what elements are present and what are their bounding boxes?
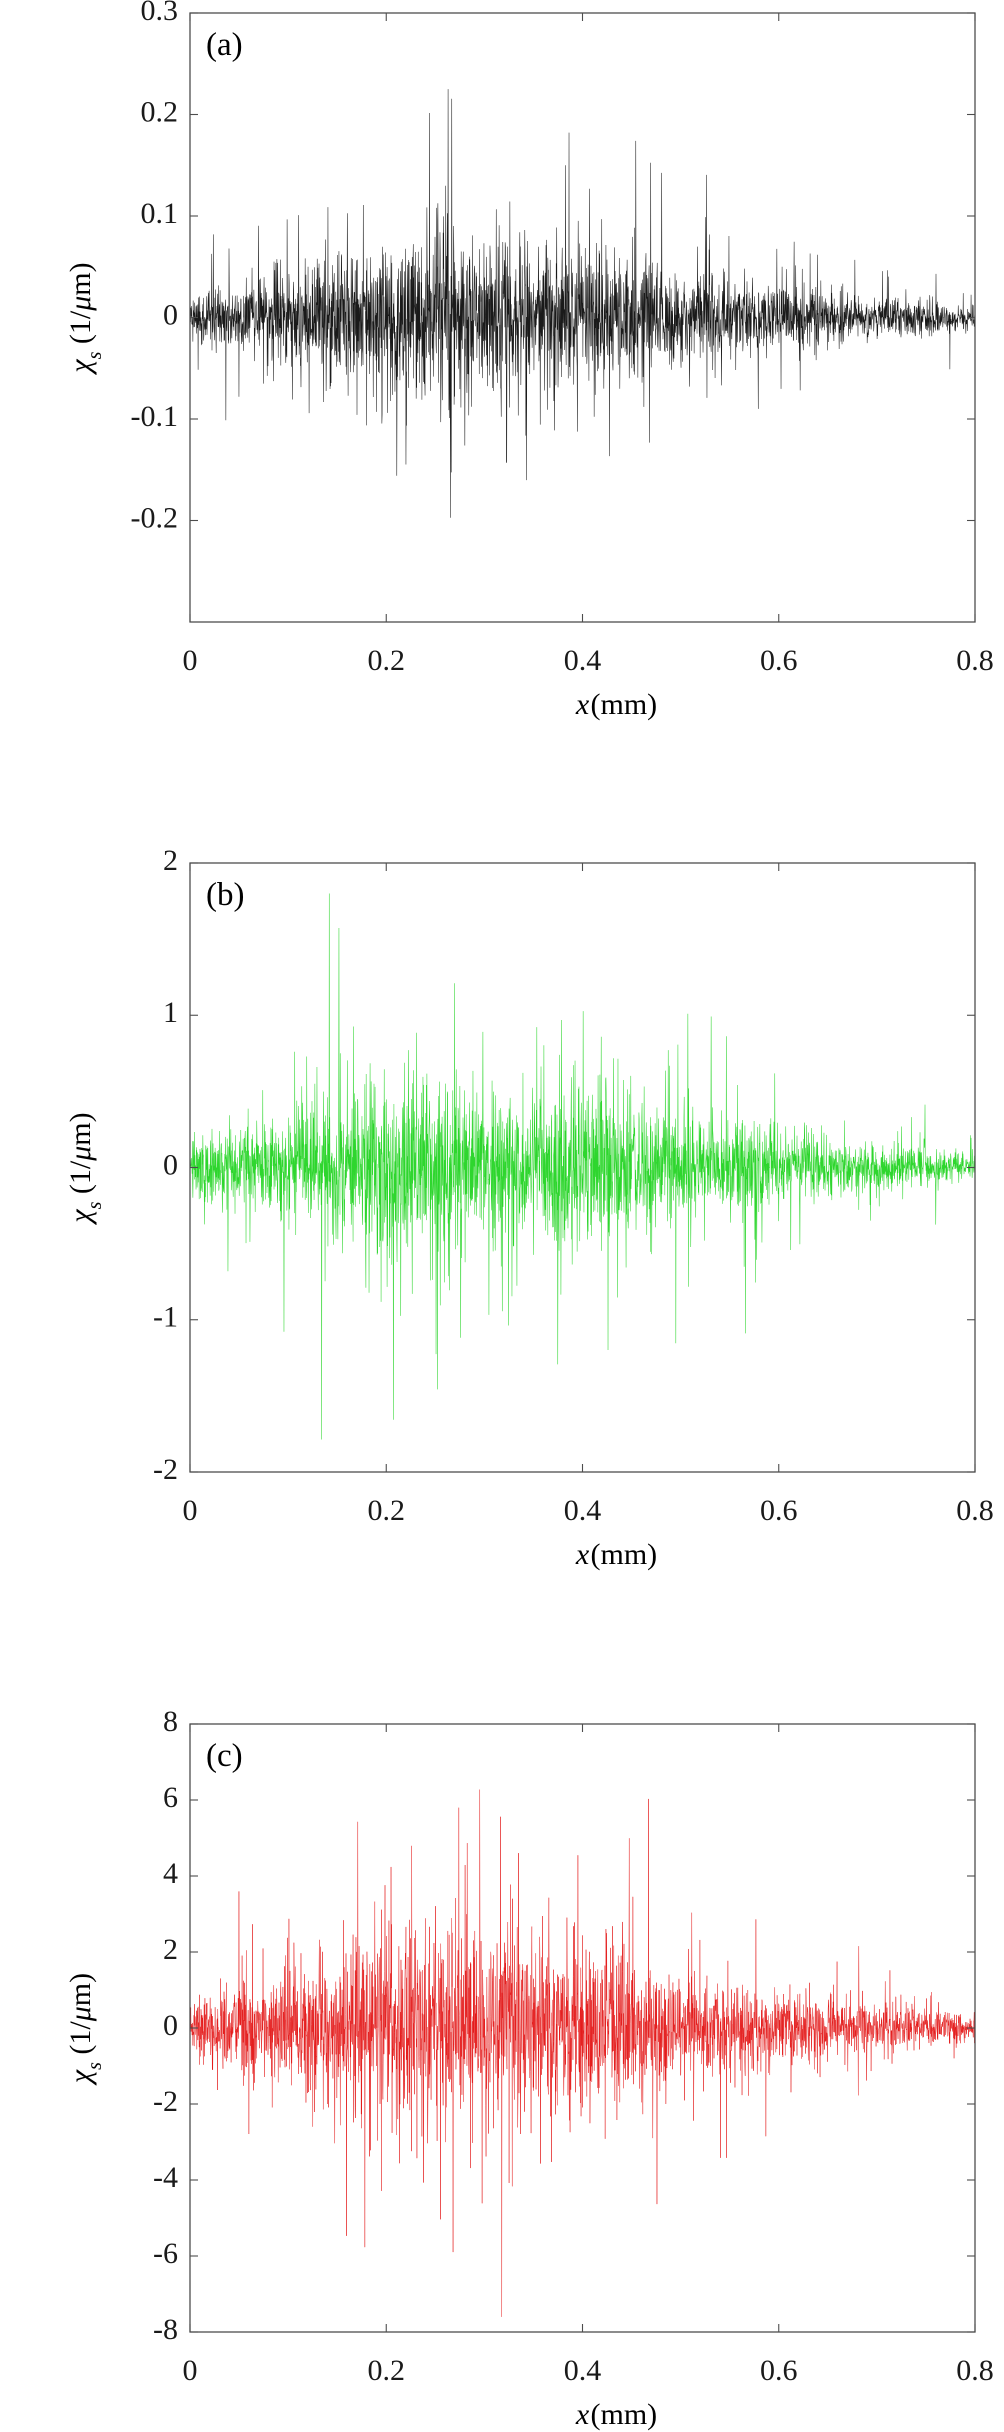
svg-text:0: 0 — [183, 1494, 198, 1527]
svg-text:0.6: 0.6 — [760, 1494, 798, 1527]
svg-text:-8: -8 — [153, 2313, 178, 2346]
svg-text:8: 8 — [163, 1705, 178, 1738]
svg-text:χs (1/μm): χs (1/μm) — [64, 262, 106, 375]
svg-text:2: 2 — [163, 1933, 178, 1966]
svg-text:0: 0 — [163, 1148, 178, 1181]
svg-text:0.8: 0.8 — [956, 1494, 994, 1527]
svg-text:0: 0 — [163, 298, 178, 331]
svg-text:0.2: 0.2 — [141, 95, 179, 128]
svg-text:-2: -2 — [153, 2085, 178, 2118]
svg-text:(c): (c) — [206, 1738, 243, 1774]
svg-text:x: x — [575, 688, 590, 721]
svg-text:0: 0 — [183, 644, 198, 677]
svg-text:0: 0 — [163, 2009, 178, 2042]
svg-text:-0.1: -0.1 — [131, 400, 179, 433]
svg-text:0.2: 0.2 — [368, 1494, 406, 1527]
svg-text:(mm): (mm) — [591, 2398, 658, 2431]
svg-text:0.2: 0.2 — [368, 644, 406, 677]
svg-text:0.4: 0.4 — [564, 1494, 602, 1527]
svg-text:6: 6 — [163, 1781, 178, 1814]
svg-text:χs (1/μm): χs (1/μm) — [64, 1973, 106, 2086]
svg-text:0: 0 — [183, 2354, 198, 2387]
svg-text:1: 1 — [163, 996, 178, 1029]
svg-text:0.4: 0.4 — [564, 644, 602, 677]
svg-text:(mm): (mm) — [591, 1538, 658, 1571]
svg-text:x: x — [575, 2398, 590, 2431]
svg-text:x: x — [575, 1538, 590, 1571]
svg-text:(a): (a) — [206, 27, 243, 63]
svg-text:0.1: 0.1 — [141, 197, 179, 230]
svg-text:0.2: 0.2 — [368, 2354, 406, 2387]
svg-text:0.6: 0.6 — [760, 2354, 798, 2387]
svg-text:0.6: 0.6 — [760, 644, 798, 677]
svg-text:-1: -1 — [153, 1301, 178, 1334]
svg-text:-2: -2 — [153, 1453, 178, 1486]
svg-text:0.3: 0.3 — [141, 0, 179, 27]
svg-text:2: 2 — [163, 850, 178, 877]
svg-text:χs (1/μm): χs (1/μm) — [64, 1112, 106, 1225]
svg-text:0.8: 0.8 — [956, 2354, 994, 2387]
svg-text:(b): (b) — [206, 877, 244, 913]
svg-text:-0.2: -0.2 — [131, 501, 179, 534]
svg-text:(mm): (mm) — [591, 688, 658, 721]
svg-text:0.8: 0.8 — [956, 644, 994, 677]
svg-text:4: 4 — [163, 1857, 178, 1890]
svg-text:-4: -4 — [153, 2161, 178, 2194]
svg-text:0.4: 0.4 — [564, 2354, 602, 2387]
svg-text:-6: -6 — [153, 2237, 178, 2270]
